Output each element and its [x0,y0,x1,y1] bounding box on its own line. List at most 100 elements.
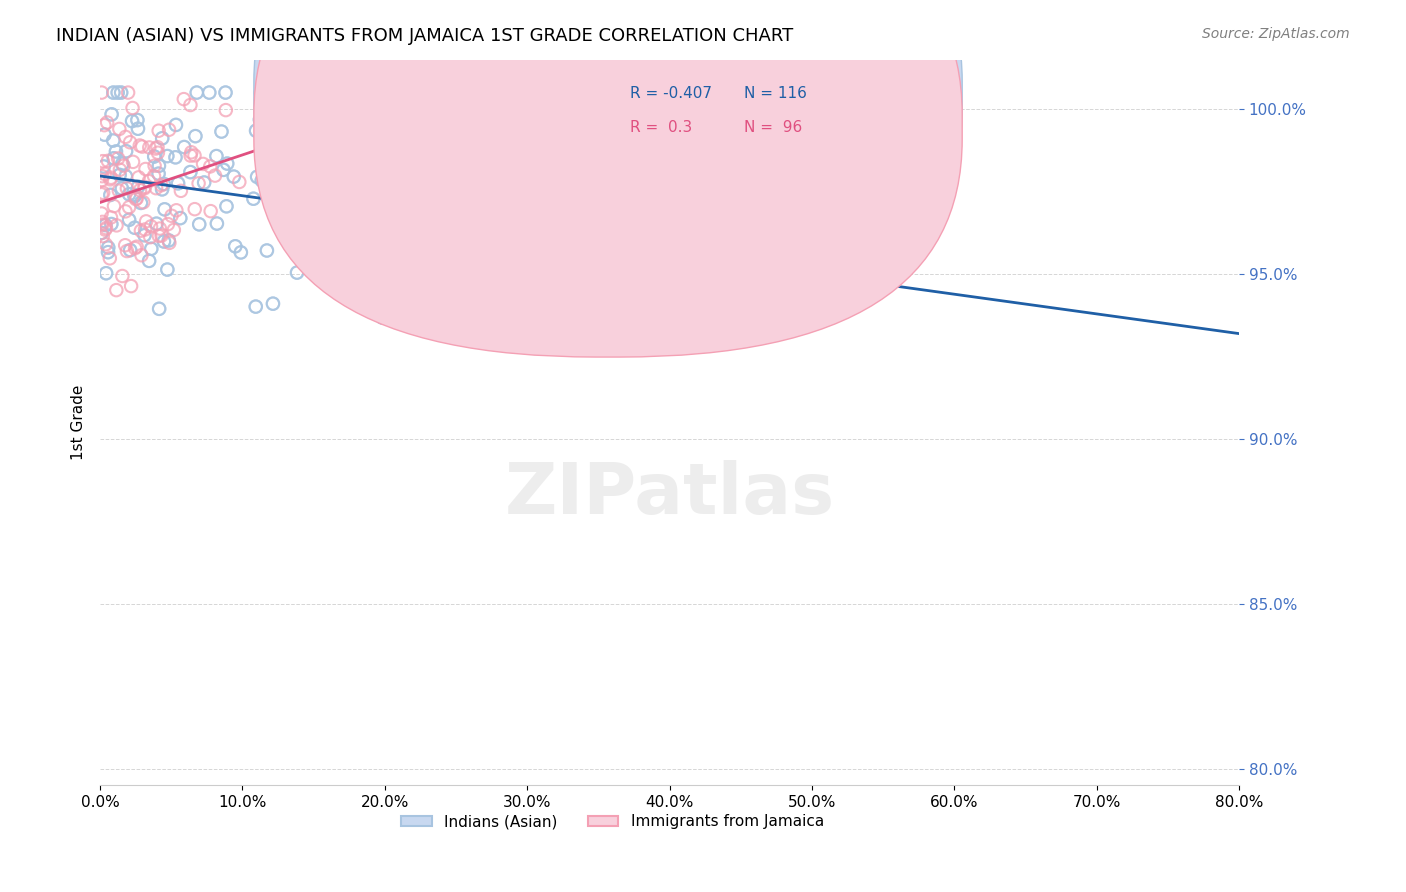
Point [110,86,132,100]
Point [148,159,170,173]
Point [125,240,148,254]
Point [496,225,519,239]
Point [688,293,710,308]
Point [188,218,211,232]
Point [134,222,156,236]
Point [94,218,117,232]
Point [114,204,136,219]
Point [266,115,288,129]
Point [246,169,269,184]
Point [93,160,115,174]
Point [314,197,336,211]
Point [301,86,323,100]
Point [245,300,267,314]
Point [103,151,125,165]
Point [115,244,138,258]
Point [193,176,215,190]
Point [143,159,166,173]
Point [115,145,138,159]
Point [98,188,121,202]
Point [256,244,278,258]
Point [118,187,141,202]
Point [114,169,136,184]
Point [688,293,710,308]
Point [524,232,547,246]
Point [153,235,176,249]
Point [111,181,134,195]
Point [299,183,322,197]
Point [217,156,239,170]
Point [191,157,214,171]
Point [371,177,394,191]
Point [371,310,394,325]
Point [135,214,157,228]
Point [129,224,152,238]
Point [100,217,122,231]
Point [173,140,195,154]
Point [115,181,138,195]
Point [98,252,121,266]
Point [143,149,166,163]
Point [187,177,209,191]
Point [169,211,191,226]
Point [394,316,416,330]
Point [433,326,456,341]
Point [129,195,152,210]
Point [246,169,269,184]
Point [138,174,160,188]
Point [156,149,179,163]
Point [100,211,122,225]
Point [107,86,129,100]
Point [603,226,626,240]
Point [179,98,201,112]
Point [391,202,413,216]
Point [152,177,174,191]
Point [429,243,451,257]
FancyBboxPatch shape [254,0,962,357]
Point [153,235,176,249]
Point [129,195,152,210]
Point [157,235,180,250]
Point [145,217,167,231]
Point [830,273,852,287]
Point [340,143,363,157]
Point [314,197,336,211]
Point [149,221,172,235]
Point [138,253,160,268]
Point [93,128,115,142]
Point [108,184,131,198]
Point [298,121,321,136]
Point [596,321,619,335]
Point [120,243,142,257]
Point [124,188,146,202]
Point [342,290,364,304]
Point [148,301,170,316]
Text: ZIPatlas: ZIPatlas [505,460,835,529]
Point [134,228,156,243]
FancyBboxPatch shape [578,67,852,154]
Point [100,107,122,121]
Point [224,239,246,253]
Point [312,259,335,273]
Point [285,266,308,280]
Point [156,217,179,231]
Point [160,209,183,223]
Point [111,157,134,171]
Point [148,228,170,243]
Point [312,259,335,273]
Point [461,232,484,246]
Point [180,145,202,160]
Point [250,173,273,187]
Point [127,113,149,128]
Point [108,168,131,182]
Point [169,211,191,226]
Point [180,148,202,162]
Point [496,225,519,239]
Point [212,162,235,177]
Point [568,238,591,252]
Point [111,181,134,195]
Text: R = -0.407: R = -0.407 [630,87,711,101]
Text: N = 116: N = 116 [744,87,807,101]
Point [100,107,122,121]
Point [543,224,565,238]
